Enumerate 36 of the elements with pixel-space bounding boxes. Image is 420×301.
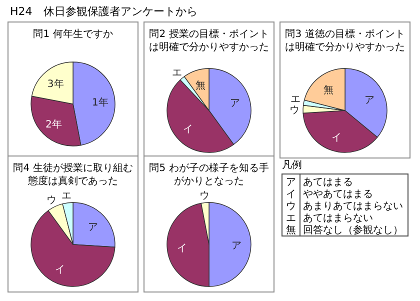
text: イ	[286, 189, 296, 200]
slice-label: ア	[88, 222, 98, 233]
text: エ	[286, 213, 296, 224]
slice-label: イ	[182, 124, 193, 135]
slice-label: エ	[290, 94, 300, 105]
slice-label: ウ	[199, 190, 210, 202]
slice-label: エ	[172, 68, 182, 79]
slice-label: イ	[176, 243, 187, 254]
slice-label: ウ	[290, 104, 300, 116]
slice-label: イ	[332, 132, 342, 144]
slice-label: 無	[323, 84, 334, 96]
slice-label: 2年	[46, 118, 62, 130]
chart-title: 問3 道徳の目標・ポイントは明確で分かりやすかった	[285, 28, 405, 53]
text: ウ	[286, 201, 296, 212]
slice-label: エ	[62, 190, 72, 202]
slice-label: 1年	[92, 96, 108, 108]
text: あてはまる	[303, 177, 353, 188]
text: あてはまらない	[303, 213, 373, 224]
text: あまりあてはまらない	[303, 201, 403, 212]
text: ア	[286, 177, 296, 188]
text: ややあてはまる	[303, 189, 373, 200]
chart-title: 問5 わが子の様子を知る手がかりとなった	[149, 162, 269, 187]
chart-title: 問4 生徒が授業に取り組む態度は真剣であった	[13, 162, 133, 187]
chart-title: 問1 何年生ですか	[33, 28, 113, 40]
slice-label: 無	[196, 80, 206, 92]
slice-label: ア	[364, 94, 375, 106]
text: 凡例	[282, 160, 302, 171]
slice-label: イ	[54, 264, 65, 276]
slice-label: ア	[231, 240, 242, 252]
text: 無	[286, 224, 296, 236]
text: H24 休日参観保護者アンケートから	[10, 5, 198, 18]
chart-title: 問2 授業の目標・ポイントは明確で分かりやすかった	[149, 28, 269, 53]
slice-label: ウ	[46, 194, 57, 206]
slice-label: 3年	[47, 78, 64, 90]
slice-label: ア	[230, 98, 240, 110]
text: 回答なし（参観なし）	[303, 224, 403, 236]
